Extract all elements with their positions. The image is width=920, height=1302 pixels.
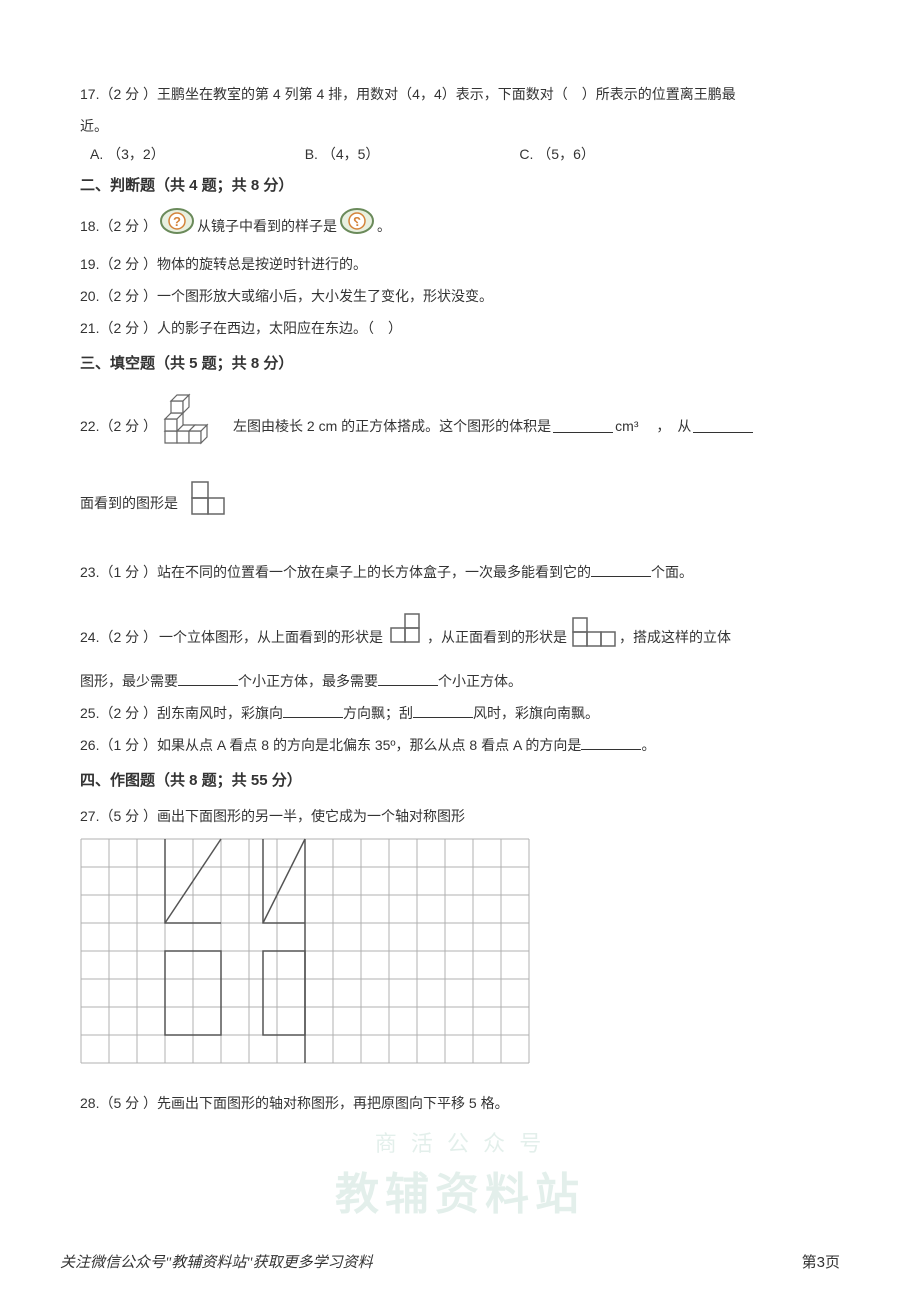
q22-text-b: 面看到的图形是 bbox=[80, 488, 178, 519]
q17-option-a: A. （3，2） bbox=[90, 144, 165, 164]
watermark-top: 商 活 公 众 号 bbox=[335, 1126, 585, 1158]
q20-prefix: 20.（2 分 ） bbox=[80, 288, 157, 304]
watermark: 商 活 公 众 号 教辅资料站 bbox=[335, 1126, 585, 1222]
question-28: 28.（5 分 ）先画出下面图形的轴对称图形，再把原图向下平移 5 格。 bbox=[80, 1089, 840, 1117]
q19-text: 物体的旋转总是按逆时针进行的。 bbox=[157, 256, 367, 272]
question-19: 19.（2 分 ）物体的旋转总是按逆时针进行的。 bbox=[80, 250, 840, 278]
question-mark-icon-1: ? bbox=[159, 207, 195, 246]
q25-prefix: 25.（2 分 ） bbox=[80, 705, 157, 721]
question-26: 26.（1 分 ）如果从点 A 看点 8 的方向是北偏东 35º，那么从点 8 … bbox=[80, 731, 840, 759]
question-mark-icon-2: ? bbox=[339, 207, 375, 246]
question-25: 25.（2 分 ）刮东南风时，彩旗向 方向飘；刮 风时，彩旗向南飘。 bbox=[80, 699, 840, 727]
q20-text: 一个图形放大或缩小后，大小发生了变化，形状没变。 bbox=[157, 288, 493, 304]
watermark-main: 教辅资料站 bbox=[335, 1158, 585, 1222]
q18-prefix: 18.（2 分 ） bbox=[80, 211, 157, 242]
blank-field[interactable] bbox=[283, 704, 343, 718]
question-24-cont: 图形，最少需要 个小正方体，最多需要 个小正方体。 bbox=[80, 667, 840, 695]
q23-prefix: 23.（1 分 ） bbox=[80, 564, 157, 580]
question-27: 27.（5 分 ）画出下面图形的另一半，使它成为一个轴对称图形 bbox=[80, 802, 840, 830]
q23-text-b: 个面。 bbox=[651, 564, 693, 580]
q24-text-f: 个小正方体。 bbox=[438, 673, 522, 689]
question-20: 20.（2 分 ）一个图形放大或缩小后，大小发生了变化，形状没变。 bbox=[80, 282, 840, 310]
front-view-icon bbox=[569, 614, 617, 661]
q24-text-e: 个小正方体，最多需要 bbox=[238, 673, 378, 689]
q24-text-b: ，从正面看到的形状是 bbox=[427, 622, 567, 653]
page-footer: 关注微信公众号"教辅资料站"获取更多学习资料 第3页 bbox=[60, 1251, 840, 1272]
q18-text-a: 从镜子中看到的样子是 bbox=[197, 211, 337, 242]
q27-prefix: 27.（5 分 ） bbox=[80, 808, 157, 824]
question-18: 18.（2 分 ） ? 从镜子中看到的样子是 ? 。 bbox=[80, 207, 840, 246]
blank-field[interactable] bbox=[553, 419, 613, 433]
q17-prefix: 17.（2 分 ） bbox=[80, 86, 157, 102]
section-2-header: 二、判断题（共 4 题；共 8 分） bbox=[80, 174, 840, 195]
symmetry-grid bbox=[80, 838, 840, 1069]
svg-text:?: ? bbox=[353, 214, 361, 229]
blank-field[interactable] bbox=[413, 704, 473, 718]
q28-text: 先画出下面图形的轴对称图形，再把原图向下平移 5 格。 bbox=[157, 1095, 509, 1111]
question-23: 23.（1 分 ）站在不同的位置看一个放在桌子上的长方体盒子，一次最多能看到它的… bbox=[80, 558, 840, 586]
blank-field[interactable] bbox=[693, 419, 753, 433]
q18-text-b: 。 bbox=[377, 211, 391, 242]
q22-prefix: 22.（2 分 ） bbox=[80, 411, 157, 442]
q21-text: 人的影子在西边，太阳应在东边。（ ） bbox=[157, 320, 402, 336]
q22-unit: cm³ ， 从 bbox=[615, 411, 691, 442]
question-17: 17.（2 分 ）王鹏坐在教室的第 4 列第 4 排，用数对（4，4）表示，下面… bbox=[80, 80, 840, 108]
cubes-3d-icon bbox=[159, 393, 231, 460]
q26-prefix: 26.（1 分 ） bbox=[80, 737, 157, 753]
blank-field[interactable] bbox=[591, 563, 651, 577]
section-3-header: 三、填空题（共 5 题；共 8 分） bbox=[80, 352, 840, 373]
q25-text-a: 刮东南风时，彩旗向 bbox=[157, 705, 283, 721]
svg-text:?: ? bbox=[173, 214, 181, 229]
q26-text-a: 如果从点 A 看点 8 的方向是北偏东 35º，那么从点 8 看点 A 的方向是 bbox=[157, 737, 581, 753]
top-view-icon bbox=[385, 612, 425, 663]
question-24: 24.（2 分 ） 一个立体图形，从上面看到的形状是 ，从正面看到的形状是 ，搭… bbox=[80, 612, 840, 663]
q17-text-a: 王鹏坐在教室的第 4 列第 4 排，用数对（4，4）表示，下面数对（ ）所表示的… bbox=[157, 86, 736, 102]
q25-text-c: 风时，彩旗向南飘。 bbox=[473, 705, 599, 721]
q24-text-c: ，搭成这样的立体 bbox=[619, 622, 731, 653]
q17-option-c: C. （5，6） bbox=[519, 144, 594, 164]
q24-text-d: 图形，最少需要 bbox=[80, 673, 178, 689]
q22-text-a: 左图由棱长 2 cm 的正方体搭成。这个图形的体积是 bbox=[233, 411, 551, 442]
q24-prefix: 24.（2 分 ） bbox=[80, 622, 157, 653]
footer-left: 关注微信公众号"教辅资料站"获取更多学习资料 bbox=[60, 1251, 373, 1272]
q17-text-b: 近。 bbox=[80, 118, 108, 134]
blank-field[interactable] bbox=[378, 672, 438, 686]
question-21: 21.（2 分 ）人的影子在西边，太阳应在东边。（ ） bbox=[80, 314, 840, 342]
q27-text: 画出下面图形的另一半，使它成为一个轴对称图形 bbox=[157, 808, 465, 824]
q19-prefix: 19.（2 分 ） bbox=[80, 256, 157, 272]
question-22: 22.（2 分 ） 左图由棱长 2 cm 的正方 bbox=[80, 393, 840, 460]
section-4-header: 四、作图题（共 8 题；共 55 分） bbox=[80, 769, 840, 790]
q17-option-b: B. （4，5） bbox=[305, 144, 380, 164]
q23-text-a: 站在不同的位置看一个放在桌子上的长方体盒子，一次最多能看到它的 bbox=[157, 564, 591, 580]
q25-text-b: 方向飘；刮 bbox=[343, 705, 413, 721]
q26-text-b: 。 bbox=[641, 737, 655, 753]
question-17-cont: 近。 bbox=[80, 112, 840, 140]
q17-options: A. （3，2） B. （4，5） C. （5，6） bbox=[90, 144, 840, 164]
q28-prefix: 28.（5 分 ） bbox=[80, 1095, 157, 1111]
blank-field[interactable] bbox=[581, 736, 641, 750]
question-22-cont: 面看到的图形是 bbox=[80, 478, 840, 529]
footer-right: 第3页 bbox=[802, 1251, 840, 1272]
flat-cubes-icon bbox=[188, 478, 244, 529]
q21-prefix: 21.（2 分 ） bbox=[80, 320, 157, 336]
q24-text-a: 一个立体图形，从上面看到的形状是 bbox=[159, 622, 383, 653]
blank-field[interactable] bbox=[178, 672, 238, 686]
